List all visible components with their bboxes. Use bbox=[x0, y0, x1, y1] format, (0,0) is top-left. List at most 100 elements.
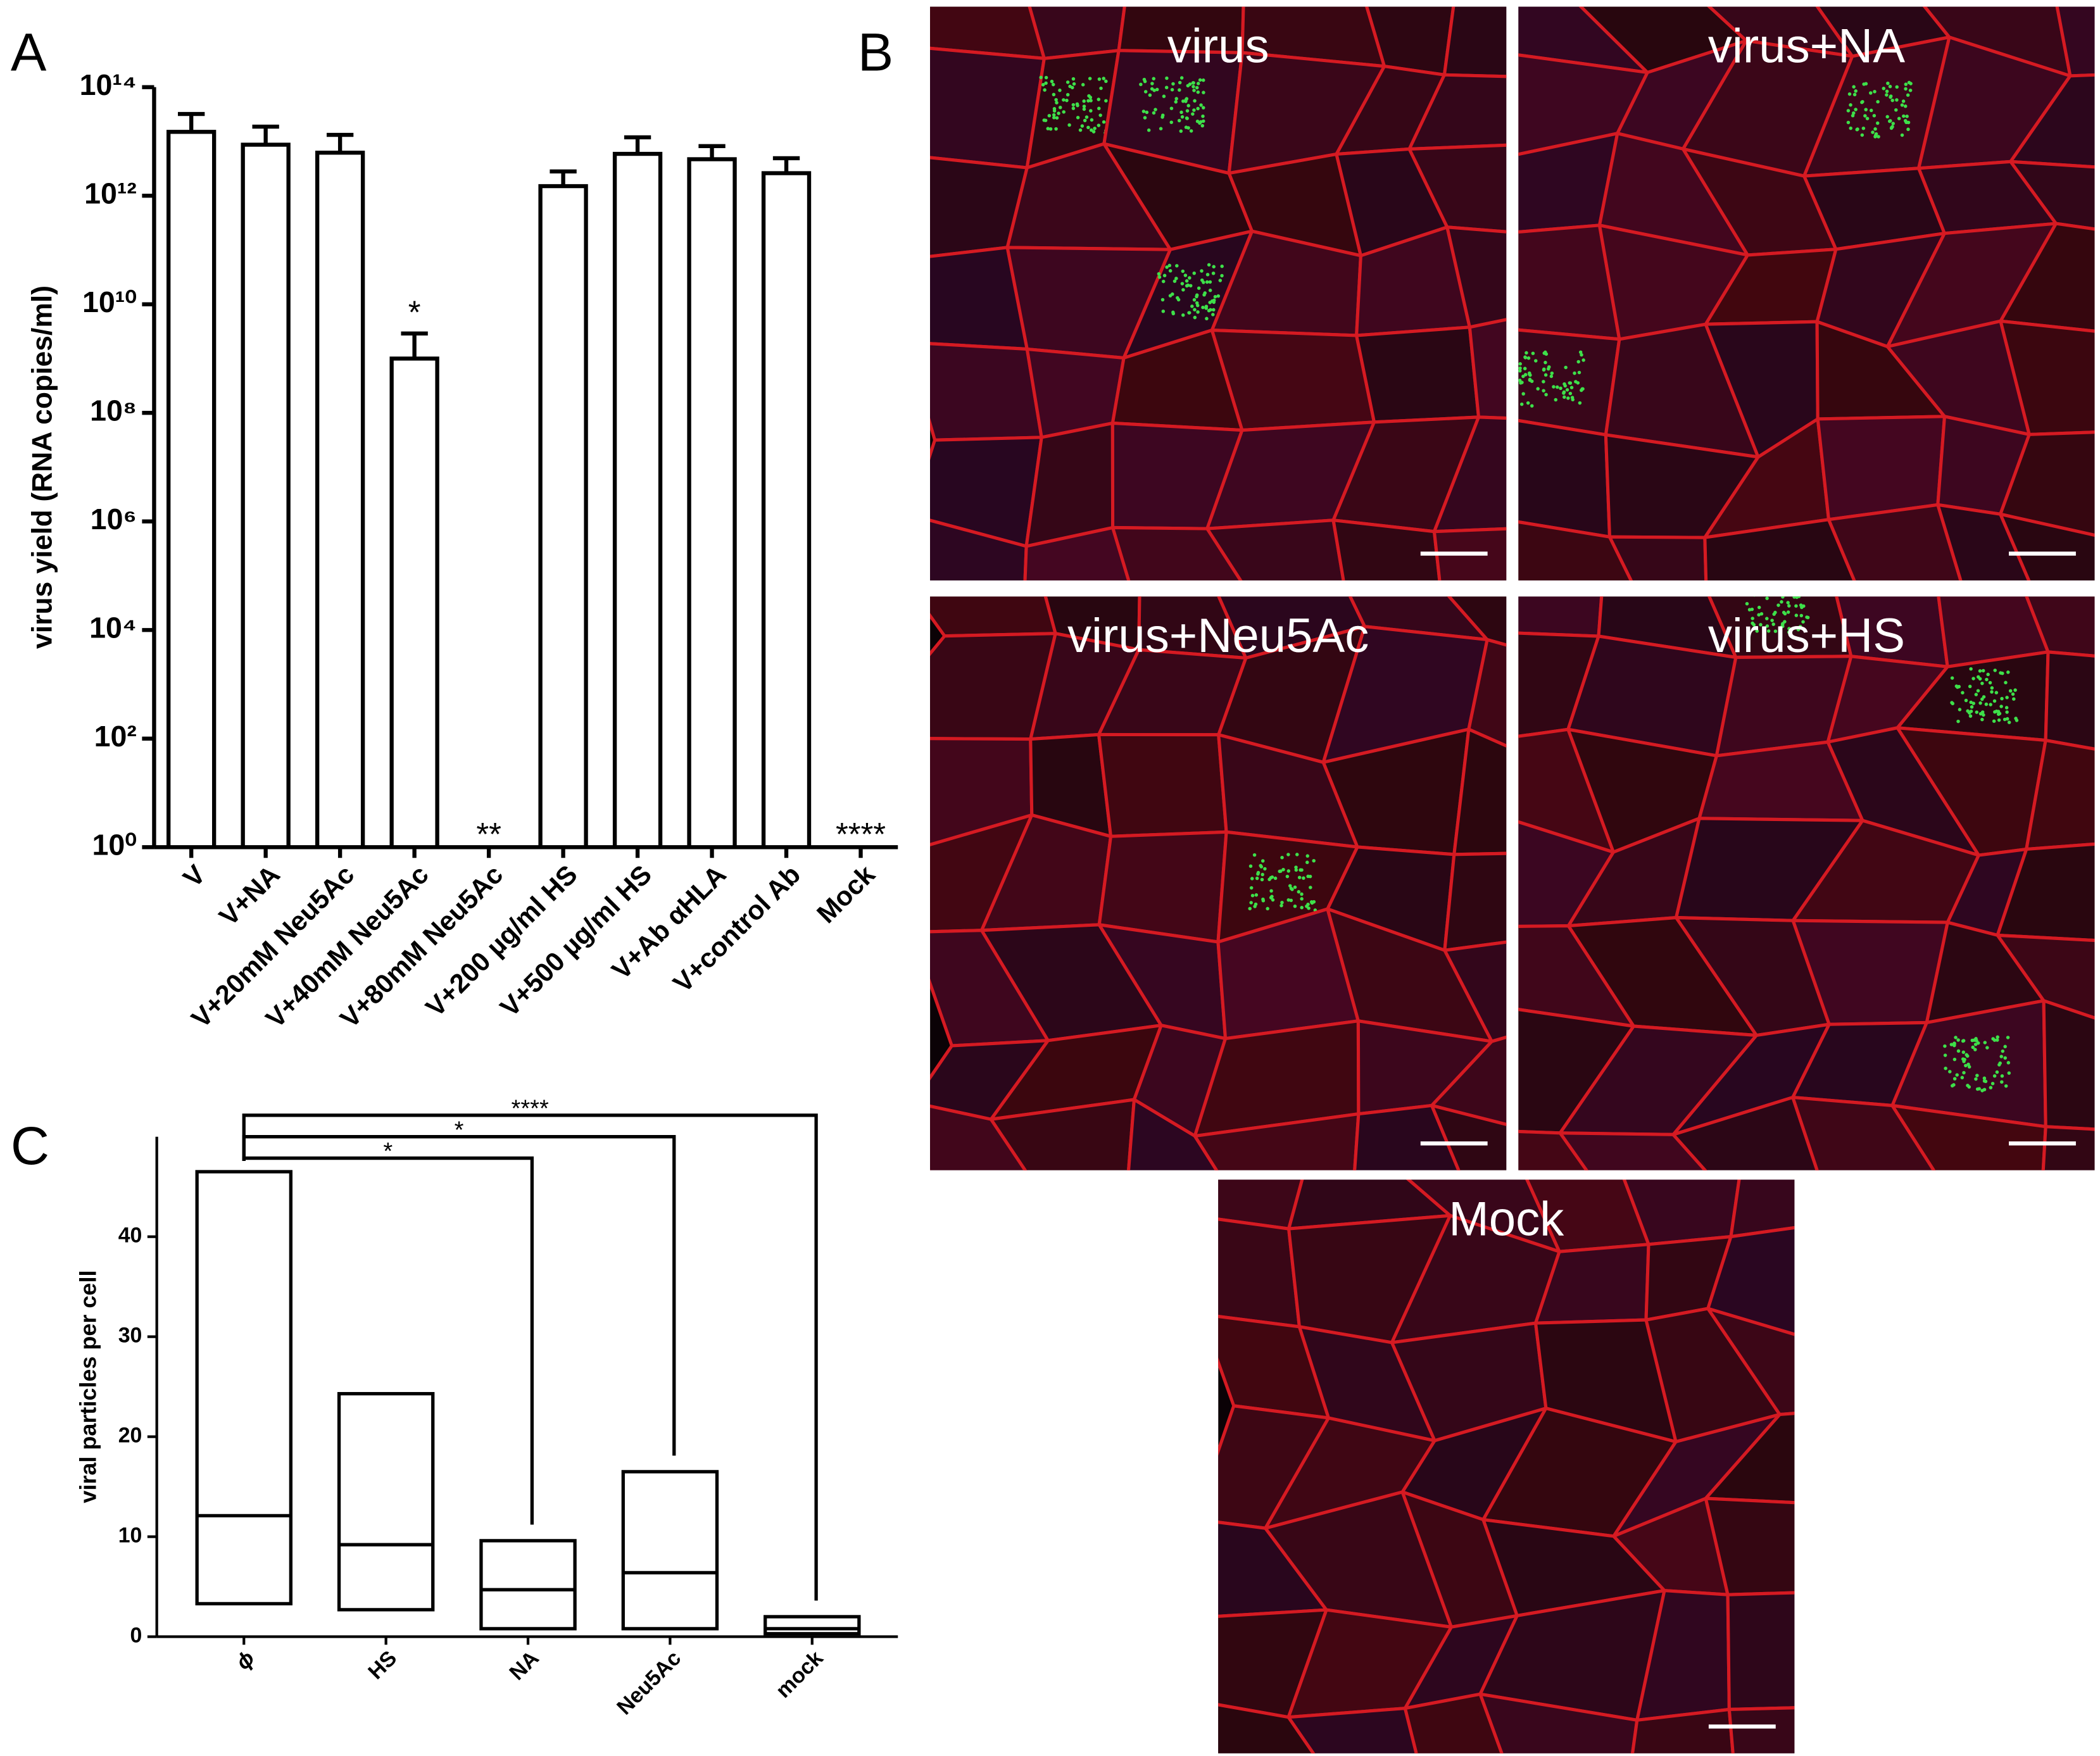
y-tick-label: 10⁰ bbox=[92, 829, 136, 862]
virus-particle bbox=[1767, 582, 1771, 586]
virus-particle bbox=[1961, 1039, 1966, 1043]
virus-particle bbox=[1794, 613, 1799, 617]
cell bbox=[1467, 637, 1507, 748]
virus-particle bbox=[1770, 618, 1774, 622]
virus-particle bbox=[1747, 608, 1752, 611]
y-tick-label: 20 bbox=[118, 1424, 142, 1448]
virus-particle bbox=[2006, 670, 2010, 674]
virus-particle bbox=[1784, 585, 1788, 589]
box bbox=[621, 1470, 719, 1631]
virus-particle bbox=[1162, 273, 1167, 278]
cell bbox=[1355, 325, 1481, 424]
virus-particle bbox=[1212, 265, 1216, 269]
cell bbox=[930, 46, 1046, 170]
virus-particle bbox=[1544, 360, 1547, 365]
virus-particle bbox=[1967, 1065, 1971, 1069]
virus-particle bbox=[1082, 107, 1086, 111]
virus-particle bbox=[1051, 82, 1055, 87]
virus-particle bbox=[1562, 391, 1566, 395]
virus-particle bbox=[1955, 1073, 1959, 1077]
virus-particle bbox=[1201, 78, 1205, 82]
virus-particle bbox=[1971, 677, 1975, 680]
virus-particle bbox=[1071, 103, 1076, 107]
virus-particle bbox=[1174, 97, 1178, 101]
cell bbox=[1331, 518, 1442, 580]
virus-particle bbox=[1956, 719, 1960, 724]
virus-particle bbox=[1185, 116, 1189, 120]
cell bbox=[1726, 1591, 1795, 1711]
virus-particle bbox=[1759, 611, 1764, 616]
virus-particle bbox=[1772, 612, 1776, 616]
virus-particle bbox=[1091, 130, 1096, 134]
cell bbox=[2044, 650, 2095, 751]
virus-particle bbox=[1569, 386, 1574, 389]
virus-particle bbox=[1145, 110, 1149, 115]
virus-particle bbox=[1777, 593, 1781, 597]
virus-particle bbox=[1794, 604, 1798, 608]
virus-particle bbox=[1581, 358, 1585, 362]
virus-particle bbox=[1289, 898, 1293, 903]
virus-particle bbox=[1250, 893, 1255, 898]
x-tick-label: NA bbox=[505, 1646, 543, 1684]
virus-particle bbox=[1877, 135, 1880, 139]
virus-particle bbox=[1550, 371, 1554, 375]
virus-particle bbox=[1058, 88, 1062, 92]
virus-particle bbox=[1186, 126, 1190, 130]
virus-particle bbox=[1747, 588, 1751, 592]
bar bbox=[761, 171, 812, 850]
virus-particle bbox=[1786, 601, 1790, 605]
virus-particle bbox=[1994, 691, 1999, 694]
virus-particle bbox=[1202, 106, 1205, 110]
virus-particle bbox=[1991, 1037, 1995, 1041]
virus-particle bbox=[2000, 696, 2004, 701]
virus-particle bbox=[1948, 1070, 1952, 1074]
virus-particle bbox=[1954, 684, 1959, 688]
virus-particle bbox=[1521, 374, 1525, 379]
virus-particle bbox=[1086, 125, 1090, 130]
virus-particle bbox=[1996, 1035, 1999, 1039]
virus-particle bbox=[1046, 127, 1050, 130]
virus-particle bbox=[1943, 1044, 1947, 1048]
cell bbox=[1518, 418, 1612, 539]
panel-label: A bbox=[11, 22, 47, 82]
virus-particle bbox=[1185, 97, 1189, 101]
virus-particle bbox=[1900, 133, 1904, 137]
virus-particle bbox=[1860, 133, 1864, 137]
micrograph-label: virus+HS bbox=[1708, 609, 1905, 663]
virus-particle bbox=[1847, 92, 1852, 96]
cell bbox=[1706, 1226, 1795, 1336]
virus-particle bbox=[1055, 116, 1059, 120]
micrograph-label: virus+NA bbox=[1708, 19, 1905, 73]
virus-particle bbox=[1192, 298, 1197, 302]
virus-particle bbox=[1173, 279, 1177, 283]
virus-particle bbox=[1207, 263, 1211, 267]
virus-particle bbox=[1997, 718, 2001, 722]
virus-particle bbox=[1974, 1077, 1978, 1081]
virus-particle bbox=[1300, 897, 1304, 901]
virus-particle bbox=[1776, 603, 1780, 607]
virus-particle bbox=[1873, 135, 1877, 139]
virus-particle bbox=[1260, 877, 1264, 882]
virus-particle bbox=[1989, 703, 1992, 706]
virus-particle bbox=[1773, 629, 1778, 633]
virus-particle bbox=[1201, 114, 1205, 118]
virus-particle bbox=[1285, 874, 1290, 879]
virus-particle bbox=[2000, 1074, 2004, 1078]
virus-particle bbox=[2003, 1056, 2007, 1060]
virus-particle bbox=[1197, 286, 1201, 290]
virus-particle bbox=[1097, 106, 1101, 111]
virus-particle bbox=[2004, 680, 2008, 685]
virus-particle bbox=[1067, 123, 1071, 127]
virus-particle bbox=[1992, 719, 1996, 723]
virus-particle bbox=[1176, 298, 1181, 302]
virus-particle bbox=[1052, 109, 1057, 113]
y-tick-label: 10¹⁴ bbox=[80, 68, 137, 101]
virus-particle bbox=[1849, 126, 1852, 130]
virus-particle bbox=[1976, 689, 1980, 693]
cell bbox=[1445, 225, 1507, 329]
virus-particle bbox=[1982, 1088, 1987, 1091]
significance-label: ** bbox=[476, 816, 501, 852]
virus-particle bbox=[1578, 401, 1582, 405]
virus-particle bbox=[1216, 294, 1221, 298]
virus-particle bbox=[1872, 113, 1877, 118]
